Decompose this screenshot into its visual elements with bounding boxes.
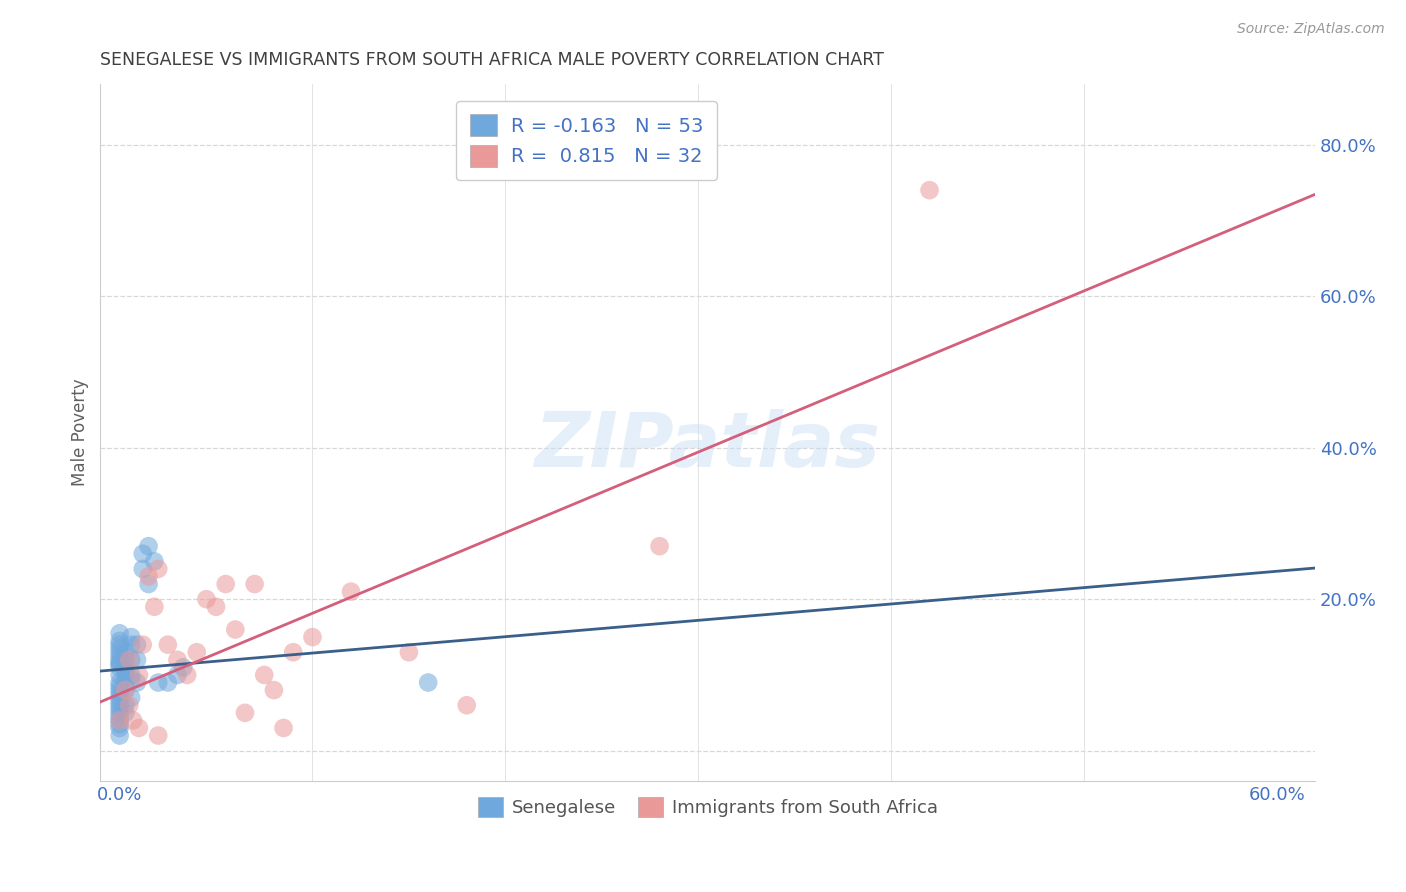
Point [108, 648, 131, 663]
Point [114, 675, 136, 690]
Point [108, 657, 131, 671]
Legend: Senegalese, Immigrants from South Africa: Senegalese, Immigrants from South Africa [470, 790, 945, 824]
Point [120, 630, 142, 644]
Point [108, 645, 131, 659]
Point [108, 657, 131, 671]
Point [108, 679, 131, 693]
Point [125, 638, 148, 652]
Point [918, 183, 941, 197]
Point [114, 645, 136, 659]
Point [122, 714, 145, 728]
Point [125, 675, 148, 690]
Point [120, 653, 142, 667]
Point [114, 660, 136, 674]
Point [205, 599, 228, 614]
Point [176, 668, 198, 682]
Point [108, 633, 131, 648]
Point [108, 729, 131, 743]
Point [118, 698, 141, 713]
Point [156, 675, 179, 690]
Point [648, 539, 671, 553]
Point [108, 709, 131, 723]
Point [128, 721, 150, 735]
Point [273, 721, 295, 735]
Point [253, 668, 276, 682]
Y-axis label: Male Poverty: Male Poverty [72, 379, 89, 486]
Point [143, 554, 166, 568]
Point [195, 592, 218, 607]
Text: SENEGALESE VS IMMIGRANTS FROM SOUTH AFRICA MALE POVERTY CORRELATION CHART: SENEGALESE VS IMMIGRANTS FROM SOUTH AFRI… [100, 51, 884, 69]
Point [108, 706, 131, 720]
Point [114, 683, 136, 698]
Point [132, 638, 155, 652]
Point [398, 645, 420, 659]
Point [148, 675, 170, 690]
Point [114, 664, 136, 678]
Point [456, 698, 478, 713]
Point [108, 660, 131, 674]
Point [138, 569, 160, 583]
Point [114, 698, 136, 713]
Point [215, 577, 238, 591]
Point [108, 721, 131, 735]
Point [186, 645, 208, 659]
Point [340, 584, 363, 599]
Point [233, 706, 256, 720]
Point [125, 653, 148, 667]
Text: Source: ZipAtlas.com: Source: ZipAtlas.com [1237, 22, 1385, 37]
Point [108, 694, 131, 708]
Point [263, 683, 285, 698]
Point [132, 562, 155, 576]
Point [138, 577, 160, 591]
Point [283, 645, 305, 659]
Point [114, 668, 136, 682]
Text: ZIPatlas: ZIPatlas [534, 409, 880, 483]
Point [108, 626, 131, 640]
Point [108, 668, 131, 682]
Point [243, 577, 266, 591]
Point [114, 706, 136, 720]
Point [108, 683, 131, 698]
Point [108, 698, 131, 713]
Point [120, 638, 142, 652]
Point [120, 672, 142, 686]
Point [114, 653, 136, 667]
Point [108, 653, 131, 667]
Point [301, 630, 323, 644]
Point [108, 675, 131, 690]
Point [108, 717, 131, 731]
Point [148, 562, 170, 576]
Point [118, 653, 141, 667]
Point [120, 690, 142, 705]
Point [418, 675, 440, 690]
Point [224, 623, 246, 637]
Point [120, 668, 142, 682]
Point [108, 690, 131, 705]
Point [128, 668, 150, 682]
Point [114, 683, 136, 698]
Point [156, 638, 179, 652]
Point [148, 729, 170, 743]
Point [166, 668, 188, 682]
Point [108, 714, 131, 728]
Point [138, 539, 160, 553]
Point [166, 653, 188, 667]
Point [108, 641, 131, 656]
Point [108, 714, 131, 728]
Point [172, 660, 194, 674]
Point [108, 638, 131, 652]
Point [132, 547, 155, 561]
Point [108, 702, 131, 716]
Point [108, 687, 131, 701]
Point [143, 599, 166, 614]
